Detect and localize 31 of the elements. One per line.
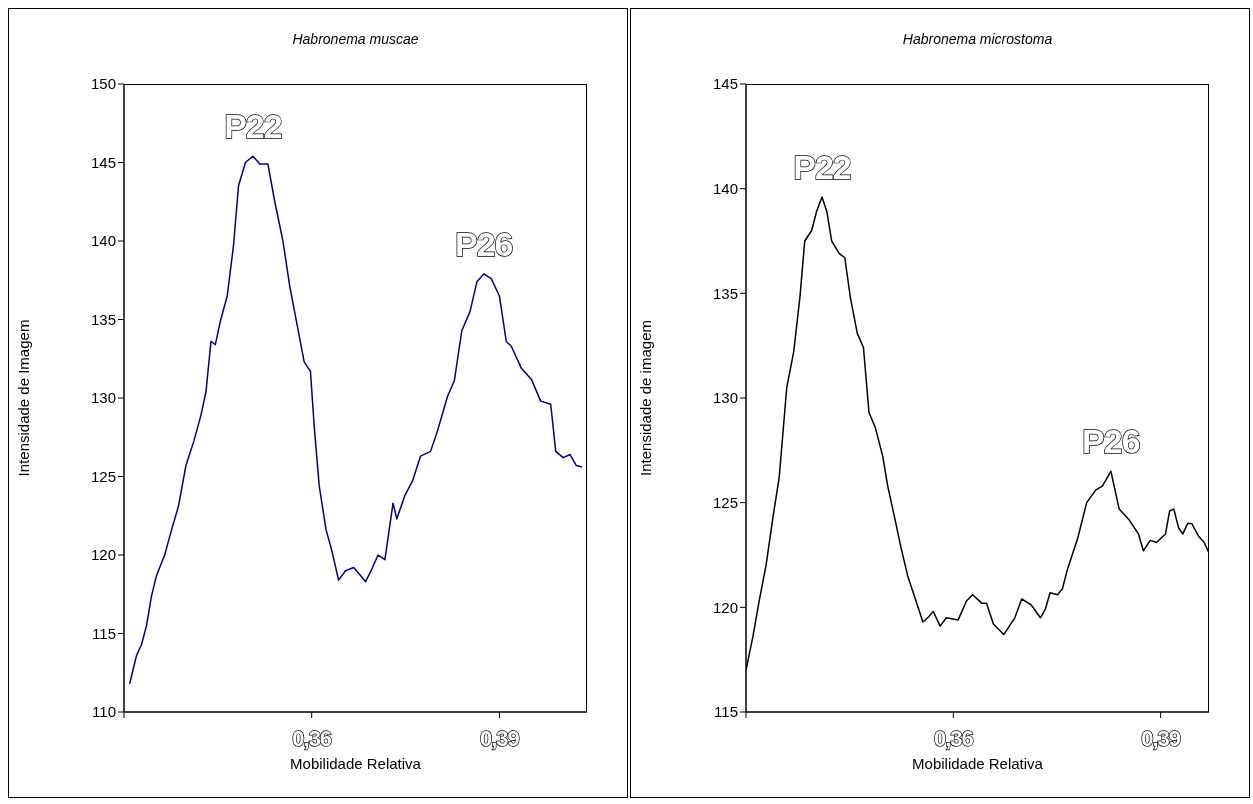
y-tick-label: 145 [90, 153, 116, 171]
y-tick-label: 120 [712, 598, 738, 616]
y-tick-label: 120 [90, 546, 116, 564]
chart-title: Habronema muscae [291, 31, 420, 47]
y-tick-label: 130 [712, 389, 738, 407]
y-tick-label: 135 [712, 284, 738, 302]
annotation: P26 [455, 224, 513, 263]
chart-title: Habronema microstoma [901, 31, 1054, 47]
y-tick-label: 140 [712, 179, 738, 197]
x-tick-label: 0,36 [292, 725, 332, 751]
annotation: P26 [1082, 422, 1140, 461]
y-tick-label: 140 [90, 232, 116, 250]
x-tick-label: 0,39 [479, 725, 520, 751]
y-tick-label: 130 [90, 389, 116, 407]
annotation: P22 [224, 107, 282, 146]
y-axis-title: Intensidade de imagem [637, 320, 655, 476]
y-tick-label: 150 [90, 75, 116, 93]
y-axis-title: Intensidade de Imagem [15, 319, 33, 477]
annotation: P22 [793, 148, 851, 187]
y-tick-label: 110 [92, 703, 116, 721]
y-tick-label: 115 [714, 703, 738, 721]
x-tick-label: 0,36 [933, 725, 974, 751]
y-tick-label: 125 [712, 493, 738, 511]
x-axis-title: Mobilidade Relativa [912, 755, 1044, 772]
y-tick-label: 135 [90, 310, 116, 328]
y-tick-label: 145 [712, 75, 738, 93]
y-tick-label: 125 [90, 467, 116, 485]
x-axis-title: Mobilidade Relativa [290, 755, 422, 772]
line-series [128, 155, 583, 685]
x-tick-label: 0,39 [1141, 725, 1181, 751]
y-tick-label: 115 [92, 624, 116, 642]
